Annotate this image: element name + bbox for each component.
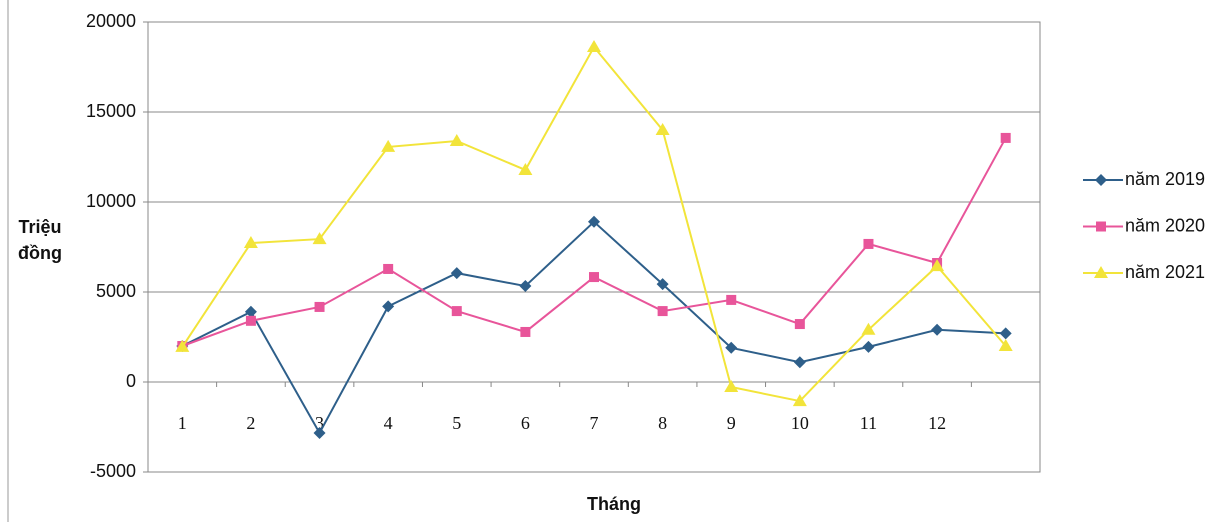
marker xyxy=(794,319,805,330)
marker xyxy=(588,215,600,228)
x-tick-label: 11 xyxy=(860,413,877,433)
y-tick-label: -5000 xyxy=(90,461,136,481)
legend-label: năm 2020 xyxy=(1125,215,1205,235)
x-tick-label: 9 xyxy=(727,413,736,433)
marker xyxy=(1000,132,1011,143)
marker xyxy=(998,339,1013,351)
y-tick-label: 5000 xyxy=(96,281,136,301)
legend-marker xyxy=(1096,221,1106,232)
marker xyxy=(381,139,396,152)
marker xyxy=(451,306,462,317)
marker xyxy=(314,301,325,312)
x-tick-label: 12 xyxy=(928,413,946,433)
marker xyxy=(520,326,531,337)
x-tick-label: 4 xyxy=(384,413,393,433)
marker xyxy=(792,394,807,407)
y-axis-label-line: Triệu xyxy=(18,217,61,237)
marker xyxy=(450,267,463,280)
marker xyxy=(656,278,669,291)
marker xyxy=(863,238,874,249)
marker xyxy=(383,263,394,274)
marker xyxy=(930,259,945,272)
y-axis-label-line: đồng xyxy=(18,243,62,263)
marker xyxy=(589,272,599,283)
marker xyxy=(587,40,601,53)
marker xyxy=(382,300,395,313)
marker xyxy=(725,341,738,354)
y-tick-label: 15000 xyxy=(86,101,136,121)
marker xyxy=(313,426,326,439)
marker xyxy=(657,306,668,317)
marker xyxy=(312,232,327,245)
marker xyxy=(244,305,257,318)
marker xyxy=(175,339,190,352)
x-tick-label: 6 xyxy=(521,413,530,433)
marker xyxy=(518,162,533,175)
legend-marker xyxy=(1095,174,1107,186)
x-tick-label: 2 xyxy=(246,413,255,433)
x-tick-label: 7 xyxy=(590,413,599,433)
x-tick-label: 10 xyxy=(791,413,809,433)
x-tick-label: 5 xyxy=(452,413,461,433)
legend-marker xyxy=(1094,266,1108,278)
y-tick-label: 0 xyxy=(126,371,136,391)
x-tick-label: 1 xyxy=(178,413,187,433)
y-tick-label: 20000 xyxy=(86,11,136,31)
legend-label: năm 2019 xyxy=(1125,169,1205,189)
marker xyxy=(449,133,464,146)
marker xyxy=(243,236,258,249)
marker xyxy=(999,327,1012,340)
marker xyxy=(519,280,532,293)
marker xyxy=(724,380,739,393)
marker xyxy=(245,315,256,326)
marker xyxy=(861,322,876,335)
x-axis-label: Tháng xyxy=(587,494,641,514)
legend-label: năm 2021 xyxy=(1125,262,1205,282)
marker xyxy=(862,340,875,353)
x-tick-label: 3 xyxy=(315,413,324,433)
y-tick-label: 10000 xyxy=(86,191,136,211)
marker xyxy=(655,123,670,135)
marker xyxy=(931,323,944,336)
marker xyxy=(726,294,737,305)
marker xyxy=(793,356,806,369)
x-tick-label: 8 xyxy=(658,413,667,433)
y-axis-label: Triệu đồng xyxy=(18,217,62,263)
